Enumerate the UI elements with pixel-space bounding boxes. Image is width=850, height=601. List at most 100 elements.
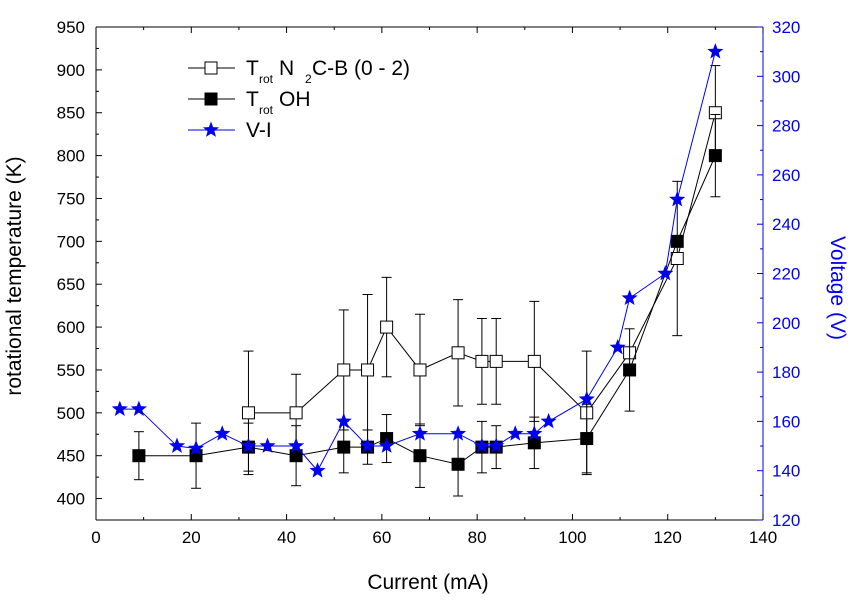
legend: T rot N 2 C-B (0 - 2) T rot OH V-I	[188, 57, 410, 142]
legend-text-n2-species-sub: 2	[305, 72, 312, 86]
x-tick-label: 0	[91, 528, 100, 547]
legend-text-oh-main: T	[246, 88, 259, 111]
legend-marker-star	[202, 121, 220, 137]
open-square-point	[489, 354, 503, 368]
y-left-tick-label: 600	[57, 318, 85, 337]
y-right-tick-label: 320	[772, 18, 800, 37]
legend-text-n2-sub: rot	[259, 72, 274, 86]
legend-item-vi: V-I	[188, 119, 272, 142]
y-right-tick-label: 260	[772, 166, 800, 185]
open-square-point	[241, 406, 255, 420]
star-point	[130, 400, 147, 416]
filled-square-point	[580, 432, 594, 446]
y-left-tick-label: 500	[57, 404, 85, 423]
y-left-tick-label: 900	[57, 61, 85, 80]
y-left-tick-label: 950	[57, 18, 85, 37]
y-left-tick-label: 650	[57, 275, 85, 294]
star-point	[309, 462, 326, 478]
legend-text-oh-sub: rot	[259, 103, 274, 117]
y-axis-right-title: Voltage (V)	[826, 236, 849, 340]
filled-square-point	[289, 449, 303, 463]
x-tick-label: 40	[277, 528, 296, 547]
star-point	[473, 437, 490, 453]
star-point	[657, 265, 674, 281]
open-square-point	[380, 320, 394, 334]
x-axis-title: Current (mA)	[367, 571, 488, 594]
star-point	[240, 437, 257, 453]
star-series-line	[119, 51, 716, 472]
y-left-tick-label: 750	[57, 189, 85, 208]
y-right-tick-label: 120	[772, 511, 800, 530]
legend-item-oh: T rot OH	[188, 88, 311, 117]
star-point	[488, 437, 505, 453]
star-point	[621, 289, 638, 306]
y-left-tick-label: 850	[57, 104, 85, 123]
star-point	[259, 437, 276, 453]
y-left-tick-label: 700	[57, 232, 85, 251]
open-square-point	[451, 346, 465, 360]
x-tick-label: 120	[654, 528, 682, 547]
legend-marker-open-square	[204, 61, 218, 75]
x-tick-label: 80	[468, 528, 487, 547]
x-tick-label: 60	[372, 528, 391, 547]
x-tick-label: 100	[558, 528, 586, 547]
filled-square-point	[670, 234, 684, 248]
star-point	[669, 191, 686, 207]
filled-square-point	[337, 440, 351, 454]
legend-text-n2-main: T	[246, 57, 259, 80]
star-point	[411, 425, 429, 441]
star-point	[450, 425, 467, 441]
y-left-tick-label: 550	[57, 361, 85, 380]
legend-text-vi: V-I	[246, 119, 272, 142]
y-left-tick-label: 450	[57, 447, 85, 466]
y-left-tick-label: 400	[57, 490, 85, 509]
legend-marker-filled-square	[204, 92, 218, 106]
star-point	[578, 390, 595, 407]
star-point	[609, 338, 626, 355]
star-point	[111, 400, 128, 416]
open-square-point	[670, 251, 684, 265]
filled-square-series-line	[138, 155, 716, 465]
y-right-tick-label: 200	[772, 314, 800, 333]
star-point	[526, 425, 543, 441]
filled-square-point	[132, 449, 146, 463]
star-point	[168, 437, 186, 453]
star-point	[378, 437, 395, 453]
y-right-tick-label: 180	[772, 363, 800, 382]
star-point	[540, 412, 557, 429]
filled-square-point	[623, 363, 637, 377]
star-point	[507, 425, 524, 441]
star-point	[359, 437, 376, 453]
filled-square-point	[451, 457, 465, 471]
open-square-point	[337, 363, 351, 377]
filled-square-point	[413, 449, 427, 463]
y-left-tick-label: 800	[57, 147, 85, 166]
y-right-tick-label: 140	[772, 462, 800, 481]
legend-text-n2-tail: C-B (0 - 2)	[312, 57, 410, 80]
star-point	[707, 43, 724, 59]
x-tick-label: 140	[749, 528, 777, 547]
y-axis-left-title: rotational temperature (K)	[3, 156, 26, 395]
x-tick-label: 20	[182, 528, 201, 547]
star-point	[335, 412, 352, 429]
open-square-point	[413, 363, 427, 377]
y-right-tick-label: 240	[772, 215, 800, 234]
legend-text-oh-tail: OH	[279, 88, 311, 111]
legend-text-n2-species: N	[279, 57, 294, 80]
y-right-tick-label: 220	[772, 265, 800, 284]
star-point	[214, 425, 231, 441]
tick-labels: 0 20 40 60 80 100 120 1404004505005506006507007…	[57, 18, 801, 547]
legend-item-n2: T rot N 2 C-B (0 - 2)	[188, 57, 410, 86]
y-right-tick-label: 280	[772, 117, 800, 136]
axis-ticks	[95, 26, 764, 521]
y-right-tick-label: 160	[772, 412, 800, 431]
open-square-point	[289, 406, 303, 420]
filled-square-point	[708, 149, 722, 163]
open-square-point	[475, 354, 489, 368]
series-layer	[111, 43, 724, 497]
star-point	[187, 440, 205, 456]
y-right-tick-label: 300	[772, 67, 800, 86]
open-square-point	[527, 354, 541, 368]
open-square-point	[361, 363, 375, 377]
